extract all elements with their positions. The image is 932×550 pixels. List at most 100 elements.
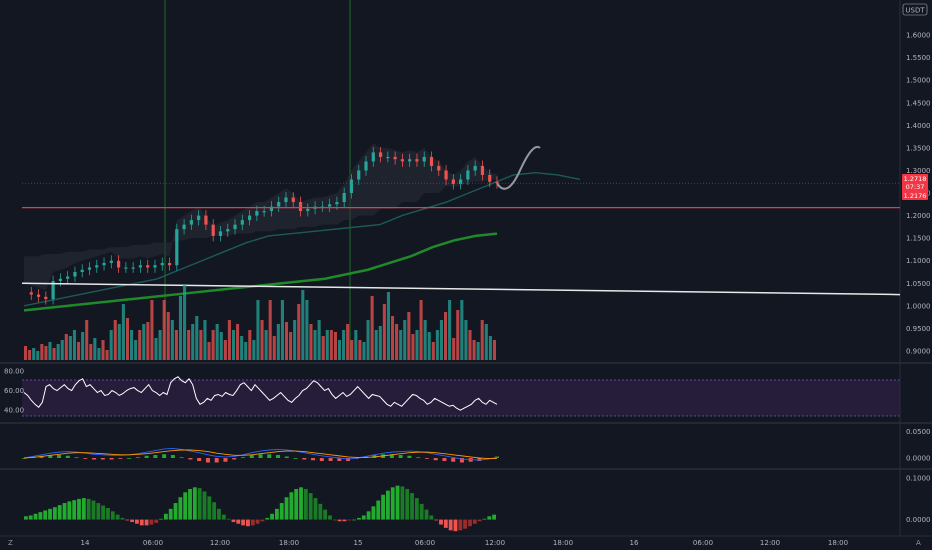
candle-body [102,262,106,266]
hist-bar [197,488,202,520]
volume-bar [480,320,484,360]
volume-bar [272,336,276,360]
price-tick-label: 1.4000 [906,122,931,130]
candle-body [298,202,303,212]
hist-bar [274,508,279,520]
rsi-tick-label: 80.00 [4,367,24,375]
auto-scale-button[interactable]: A [916,539,921,547]
hist-bar [236,519,241,524]
hist-bar [299,487,303,520]
macd-hist-bar [214,458,219,463]
volume-bar [109,330,113,360]
volume-bar [325,330,329,360]
candle-body [197,215,201,221]
hist-bar [487,516,492,520]
volume-bar [346,324,350,360]
hist-bar [448,519,453,531]
currency-box[interactable] [902,3,928,16]
hist-bar [352,519,357,521]
price-pane[interactable] [21,143,901,360]
volume-bar [40,344,44,360]
volume-bar [362,342,366,360]
candle-body [247,215,252,221]
macd-hist-bar [433,458,438,461]
last-price-badge [902,174,928,200]
candle-body [182,224,186,230]
macd-hist-bar [302,458,307,460]
candle-body [160,262,164,266]
volume-bar [452,338,456,360]
volume-bar [382,304,386,360]
hist-bar [52,507,57,520]
volume-bar [456,310,460,360]
volume-bar [174,330,178,360]
candle-body [284,197,288,203]
hist-bar [188,488,192,520]
volume-bar [342,330,346,360]
macd-hist-bar [205,458,210,463]
volume-bar [427,332,431,360]
hist-bar [135,519,139,524]
candle-body [131,267,135,269]
ma-mid-line [23,172,581,307]
rsi-line [23,376,498,411]
volume-bar [105,350,109,360]
hist-bar [91,500,96,520]
price-tick-label: 1.6000 [906,32,931,40]
hist-bar [72,500,77,520]
macd-hist-bar [39,455,44,458]
hist-bar [173,503,178,520]
volume-bar [44,346,48,360]
candle-body [44,296,48,300]
candle-body [451,179,455,184]
volume-bar [443,312,448,360]
time-tick-label: 16 [630,539,639,547]
volume-bar [350,340,354,360]
hist-bar [207,496,212,520]
candle-body [429,156,434,166]
candle-body [80,269,84,272]
hist-bar [289,492,294,520]
hist-bar [405,488,410,520]
macd-hist-bar [267,454,272,458]
candle-body [87,267,92,270]
hist-bar [424,509,429,520]
price-tick-label: 1.0000 [906,302,931,310]
volume-bar [313,330,317,360]
volume-bar [329,330,333,360]
volume-bar [227,320,231,360]
support-level-value: 1.2176 [904,192,927,200]
candle-body [226,229,230,232]
hist-bar [43,510,48,520]
time-tick-label: 18:00 [828,539,848,547]
candle-body [393,156,397,160]
rsi-pane[interactable] [23,376,498,411]
volume-bar [77,342,81,360]
hist-bar [57,505,62,520]
volume-bar [423,320,427,360]
candle-body [335,202,339,205]
price-tick-label: 1.3500 [906,144,931,152]
macd-tick-label: 0.0000 [906,455,931,463]
hist-bar [38,512,43,520]
candle-body [95,265,99,268]
volume-bar [125,318,130,360]
candle-body [371,152,375,162]
hist-bar [332,519,337,521]
hist-bar [376,500,381,520]
hist-bar [226,518,231,520]
histogram-pane[interactable] [24,485,496,532]
volume-bar [60,340,64,360]
timezone-icon[interactable]: Z [8,539,13,547]
rsi-tick-label: 40.00 [4,407,24,415]
candle-body [51,281,55,300]
macd-pane[interactable] [22,447,499,463]
macd-hist-bar [258,454,263,458]
candle-body [342,193,346,203]
volume-bar [154,338,158,360]
volume-bar [93,338,97,360]
time-tick-label: 18:00 [553,539,573,547]
hist-bar [125,519,130,521]
hist-bar [250,519,255,526]
